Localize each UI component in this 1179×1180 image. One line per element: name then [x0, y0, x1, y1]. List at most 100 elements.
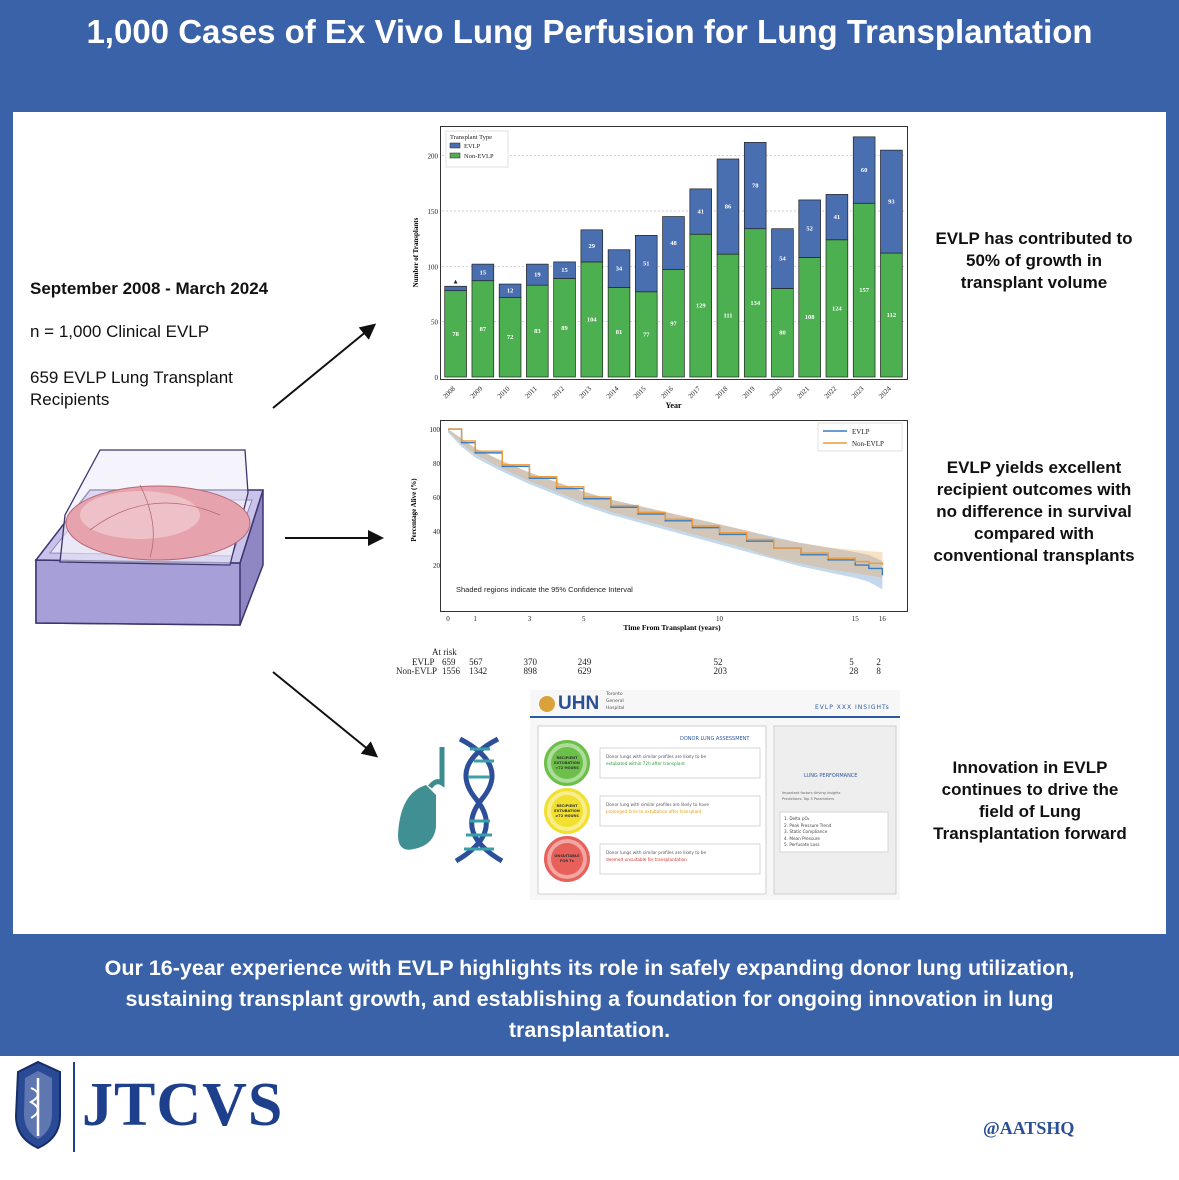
prediction-highlight: deemed unsuitable for transplantation — [606, 857, 687, 862]
bar-evlp — [798, 199, 821, 258]
x-tick-label: 2017 — [687, 384, 703, 400]
at-risk-value: 52 — [713, 657, 723, 667]
caption-growth-line: 50% of growth in — [966, 251, 1102, 270]
prediction-text: Donor lungs with similar profiles are li… — [606, 850, 707, 855]
prediction-badge-text: UNSUITABLE — [554, 854, 580, 858]
jtcvs-logo: JTCVS — [82, 1071, 284, 1139]
bar-evlp — [852, 136, 876, 204]
bar-evlp — [743, 142, 767, 230]
legend-box — [445, 130, 509, 168]
y-tick-label: 200 — [428, 153, 439, 161]
y-tick-label: 100 — [430, 426, 441, 434]
parameter-item: 2. Peak Pressure Trend — [784, 822, 832, 828]
prediction-badge-text: EXTUBATION — [554, 760, 580, 765]
bar-label-non-evlp: 134 — [750, 300, 761, 307]
bar-label-evlp: 12 — [507, 288, 514, 295]
caption-survival-line: no difference in survival — [936, 502, 1132, 521]
parameter-item: 3. Static Compliance — [784, 829, 828, 834]
x-tick-label: 2009 — [469, 384, 485, 400]
flow-arrows — [272, 323, 384, 758]
y-axis-label: Percentage Alive (%) — [410, 478, 418, 542]
bar-label-evlp: 60 — [861, 167, 868, 174]
at-risk-value: 8 — [876, 666, 881, 676]
survival-chart: 20 40 60 80 100 0 1 3 5 10 15 16 Time From Transplan… — [410, 422, 903, 632]
bar-label-non-evlp: 104 — [587, 316, 598, 323]
x-tick-label: 2016 — [659, 384, 675, 400]
bar-evlp — [635, 234, 658, 293]
x-tick-label: 15 — [852, 615, 860, 623]
summary-line: sustaining transplant growth, and establ… — [125, 987, 1054, 1011]
prediction-text: Donor lungs with similar profiles are li… — [606, 754, 707, 759]
bar-label-non-evlp: 87 — [480, 326, 487, 333]
x-tick-label: 2011 — [523, 384, 539, 400]
y-tick-label: 20 — [433, 562, 441, 570]
bar-label-non-evlp: 89 — [561, 325, 568, 332]
x-tick-label: 0 — [446, 615, 450, 623]
legend-box — [817, 422, 903, 452]
bar-label-non-evlp: 78 — [452, 331, 459, 338]
bar-label-evlp: ▲ — [452, 278, 458, 285]
bar-label-non-evlp: 77 — [643, 331, 650, 338]
parameter-item: 4. Mean Pressure — [784, 835, 820, 841]
km-line-non-evlp — [448, 428, 884, 566]
uhn-app-title: EVLP XXX INSIGHTs — [815, 704, 890, 711]
bar-evlp — [471, 263, 495, 282]
bar-label-evlp: 41 — [834, 214, 841, 221]
bar-label-evlp: 15 — [561, 267, 568, 274]
x-tick-label: 2014 — [605, 384, 621, 400]
caption-survival-line: EVLP yields excellent — [946, 458, 1122, 477]
prediction-badge-text: FOR Tx — [559, 859, 575, 863]
x-tick-label: 2019 — [741, 384, 757, 400]
x-tick-label: 2018 — [714, 384, 730, 400]
legend-label-evlp: EVLP — [464, 143, 481, 150]
at-risk-value: 898 — [523, 666, 537, 676]
y-tick-label: 40 — [433, 528, 441, 536]
prediction-badge-text: ≥72 HOURS — [555, 813, 579, 818]
prediction-badge-text: <72 HOURS — [555, 765, 579, 770]
bar-evlp — [771, 228, 794, 289]
caption-innovation-line: continues to drive the — [941, 780, 1119, 799]
x-tick-label: 1 — [473, 615, 477, 623]
x-tick-label: 10 — [716, 615, 724, 623]
caption-innovation-line: Innovation in EVLP — [952, 758, 1108, 777]
y-tick-label: 150 — [428, 208, 439, 216]
caption-growth-line: EVLP has contributed to — [935, 229, 1133, 248]
at-risk-value: 370 — [523, 657, 537, 667]
twitter-handle[interactable]: @AATSHQ — [983, 1118, 1075, 1138]
caption-innovation-line: field of Lung — [979, 802, 1081, 821]
uhn-hospital-line: Toronto — [606, 692, 623, 697]
caption-survival-line: compared with — [974, 524, 1094, 543]
caption-growth: EVLP has contributed to 50% of growth in… — [910, 228, 1158, 294]
parameter-item: 1. Delta pO₂ — [784, 816, 810, 821]
at-risk-title: At risk — [432, 647, 457, 657]
x-tick-label: 2020 — [768, 384, 784, 400]
frame-left — [0, 112, 13, 934]
bar-label-non-evlp: 157 — [859, 287, 870, 294]
at-risk-value: 2 — [876, 657, 881, 667]
bar-label-evlp: 54 — [779, 256, 786, 263]
frame-right — [1166, 112, 1179, 934]
parameter-item: 5. Perfusate Loss — [784, 842, 820, 847]
km-line-evlp — [448, 428, 884, 576]
prediction-badge: UNSUITABLE FOR Tx — [544, 836, 590, 882]
jtcvs-seal-icon — [14, 1060, 75, 1152]
uhn-hospital-line: Hospital — [606, 706, 625, 711]
evlp-device-illustration — [34, 449, 265, 626]
legend-title: Transplant Type — [450, 134, 492, 141]
bar-label-evlp: 29 — [589, 243, 596, 250]
ci-annotation: Shaded regions indicate the 95% Confiden… — [456, 585, 633, 594]
bar-label-evlp: 41 — [697, 209, 704, 216]
prediction-badge-text: EXTUBATION — [554, 808, 580, 813]
bar-label-non-evlp: 129 — [696, 303, 707, 310]
prediction-badge-text: RECIPIENT — [556, 755, 578, 760]
bar-evlp — [662, 216, 685, 271]
assessment-title: DONOR LUNG ASSESSMENT — [680, 736, 750, 742]
bar-evlp — [526, 263, 549, 286]
caption-survival: EVLP yields excellent recipient outcomes… — [910, 457, 1158, 567]
at-risk-value: 567 — [469, 657, 483, 667]
prediction-highlight: prolonged time to extubation after trans… — [606, 809, 702, 814]
bar-label-non-evlp: 83 — [534, 328, 541, 335]
bar-label-evlp: 34 — [616, 266, 623, 273]
x-tick-label: 3 — [528, 615, 532, 623]
bar-evlp — [880, 149, 903, 254]
